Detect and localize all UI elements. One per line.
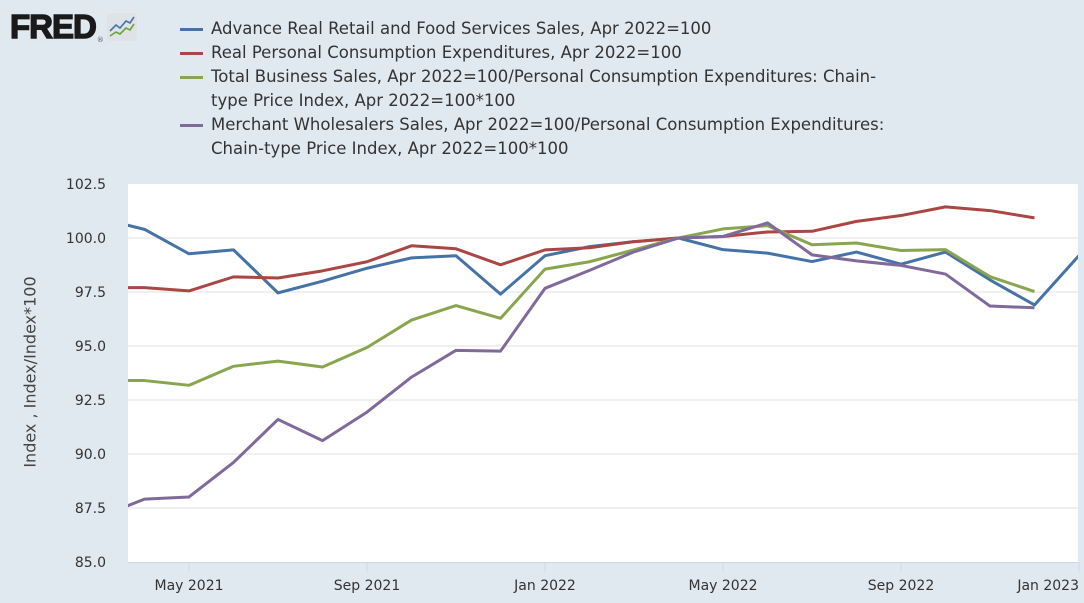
logo-text: FRED [9,8,97,45]
x-tick-label: May 2021 [154,578,223,594]
legend-label: Real Personal Consumption Expenditures, … [211,43,682,62]
real-pce-line[interactable] [100,205,1035,293]
merchant-wholesalers-line[interactable] [100,221,1035,517]
y-tick-label: 87.5 [75,501,106,517]
y-tick-label: 92.5 [75,393,106,409]
total-business-sales-line[interactable] [100,224,1035,387]
x-tick-label: Sep 2021 [334,578,400,594]
y-tick-label: 102.5 [66,177,106,193]
y-tick-label: 95.0 [75,339,106,355]
chart-legend: Advance Real Retail and Food Services Sa… [180,17,900,161]
legend-swatch [180,28,203,31]
y-tick-label: 85.0 [75,555,106,571]
legend-item[interactable]: Total Business Sales, Apr 2022=100/Perso… [180,65,900,113]
legend-item[interactable]: Advance Real Retail and Food Services Sa… [180,17,900,41]
legend-swatch [180,124,203,127]
legend-label: Total Business Sales, Apr 2022=100/Perso… [211,67,877,110]
x-tick-label: Sep 2022 [868,578,934,594]
legend-swatch [180,52,203,55]
x-tick-label: May 2022 [688,578,757,594]
registered-mark: ® [96,36,104,44]
y-tick-label: 97.5 [75,285,106,301]
y-tick-label: 90.0 [75,447,106,463]
legend-label: Merchant Wholesalers Sales, Apr 2022=100… [211,115,885,158]
plot-area [128,184,1078,562]
legend-swatch [180,76,203,79]
y-tick-label: 100.0 [66,231,106,247]
legend-item[interactable]: Real Personal Consumption Expenditures, … [180,41,900,65]
line-chart-icon [106,13,137,41]
x-tick-label: Jan 2022 [513,578,576,594]
legend-label: Advance Real Retail and Food Services Sa… [211,19,712,38]
x-tick-label: Jan 2023 [1016,578,1079,594]
fred-logo[interactable]: FRED ® [9,8,137,45]
legend-item[interactable]: Merchant Wholesalers Sales, Apr 2022=100… [180,113,900,161]
